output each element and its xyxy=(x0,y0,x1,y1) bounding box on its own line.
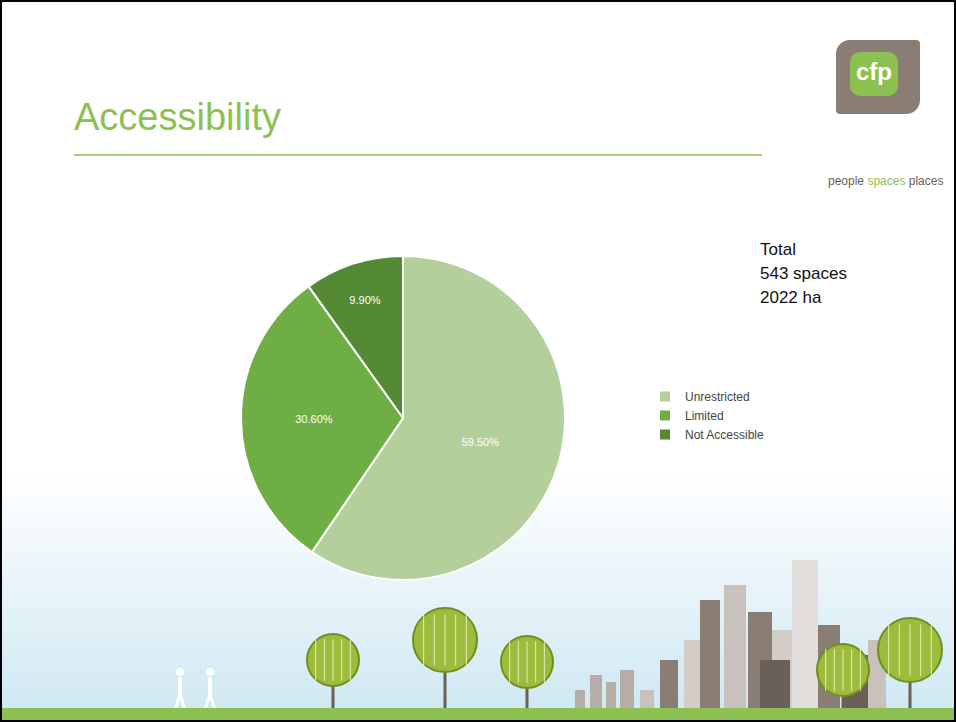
html-text:Accessibility: Accessibility xyxy=(74,96,281,138)
svg-text:Not Accessible: Not Accessible xyxy=(685,428,764,442)
html-text:2022 ha: 2022 ha xyxy=(760,288,822,307)
html-text:Total: Total xyxy=(760,240,796,259)
svg-text:Limited: Limited xyxy=(685,409,724,423)
svg-text:30.60%: 30.60% xyxy=(295,413,333,425)
html-text:543 spaces: 543 spaces xyxy=(760,264,847,283)
html-text:people spaces places: people spaces places xyxy=(828,174,944,188)
svg-text:9.90%: 9.90% xyxy=(349,294,380,306)
svg-text:59.50%: 59.50% xyxy=(462,436,500,448)
html-text:cfp: cfp xyxy=(856,58,892,85)
svg-text:Unrestricted: Unrestricted xyxy=(685,390,750,404)
